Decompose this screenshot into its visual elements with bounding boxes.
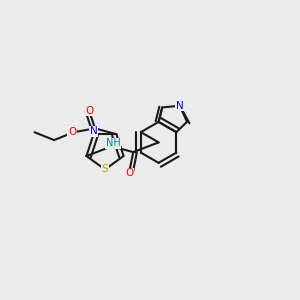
Text: N: N <box>90 126 98 136</box>
Text: N: N <box>176 101 184 111</box>
Text: S: S <box>102 164 108 175</box>
Text: O: O <box>85 106 93 116</box>
Text: O: O <box>125 168 134 178</box>
Text: NH: NH <box>106 138 121 148</box>
Text: O: O <box>68 127 76 137</box>
